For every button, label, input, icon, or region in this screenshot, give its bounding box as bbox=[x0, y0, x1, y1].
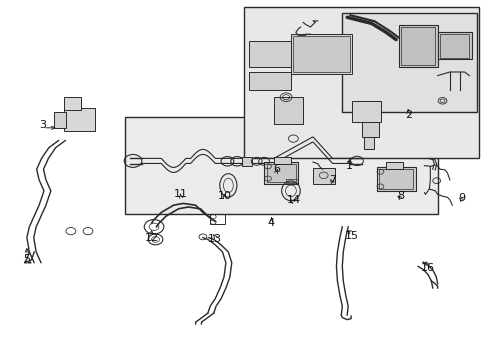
Bar bbox=[437, 32, 471, 59]
Bar bbox=[63, 97, 81, 110]
Text: 5: 5 bbox=[23, 254, 30, 264]
Bar bbox=[364, 137, 373, 149]
Bar bbox=[264, 162, 298, 184]
Bar bbox=[378, 169, 412, 189]
Bar bbox=[290, 34, 351, 74]
Bar bbox=[124, 117, 437, 214]
Text: 4: 4 bbox=[267, 218, 274, 228]
Bar bbox=[249, 72, 290, 90]
Text: 12: 12 bbox=[144, 233, 158, 243]
Text: 16: 16 bbox=[420, 263, 434, 273]
Bar bbox=[266, 164, 295, 182]
Bar bbox=[210, 214, 224, 224]
Text: 10: 10 bbox=[218, 191, 231, 201]
Bar bbox=[242, 157, 251, 166]
Text: 11: 11 bbox=[174, 189, 187, 199]
Bar bbox=[285, 179, 298, 183]
Bar bbox=[351, 101, 381, 122]
Bar bbox=[400, 27, 434, 65]
Bar bbox=[273, 157, 290, 164]
Bar bbox=[398, 25, 437, 67]
Bar bbox=[361, 122, 378, 137]
Bar bbox=[273, 97, 303, 124]
Text: 13: 13 bbox=[208, 234, 222, 244]
Bar bbox=[54, 112, 66, 128]
Bar bbox=[386, 162, 403, 169]
Bar bbox=[244, 7, 478, 158]
Bar bbox=[376, 167, 415, 191]
Bar bbox=[439, 34, 468, 58]
Text: 2: 2 bbox=[404, 110, 411, 120]
Text: 7: 7 bbox=[328, 175, 335, 185]
Text: 1: 1 bbox=[346, 161, 352, 171]
Text: 8: 8 bbox=[397, 191, 404, 201]
Bar bbox=[293, 36, 349, 72]
Text: 15: 15 bbox=[345, 231, 358, 241]
Text: 9: 9 bbox=[458, 193, 465, 203]
Bar bbox=[342, 13, 476, 112]
Text: 14: 14 bbox=[286, 195, 300, 205]
Bar bbox=[312, 168, 334, 184]
Bar bbox=[63, 108, 95, 131]
Bar bbox=[249, 41, 290, 67]
Text: 3: 3 bbox=[40, 120, 46, 130]
Text: 6: 6 bbox=[272, 164, 279, 174]
